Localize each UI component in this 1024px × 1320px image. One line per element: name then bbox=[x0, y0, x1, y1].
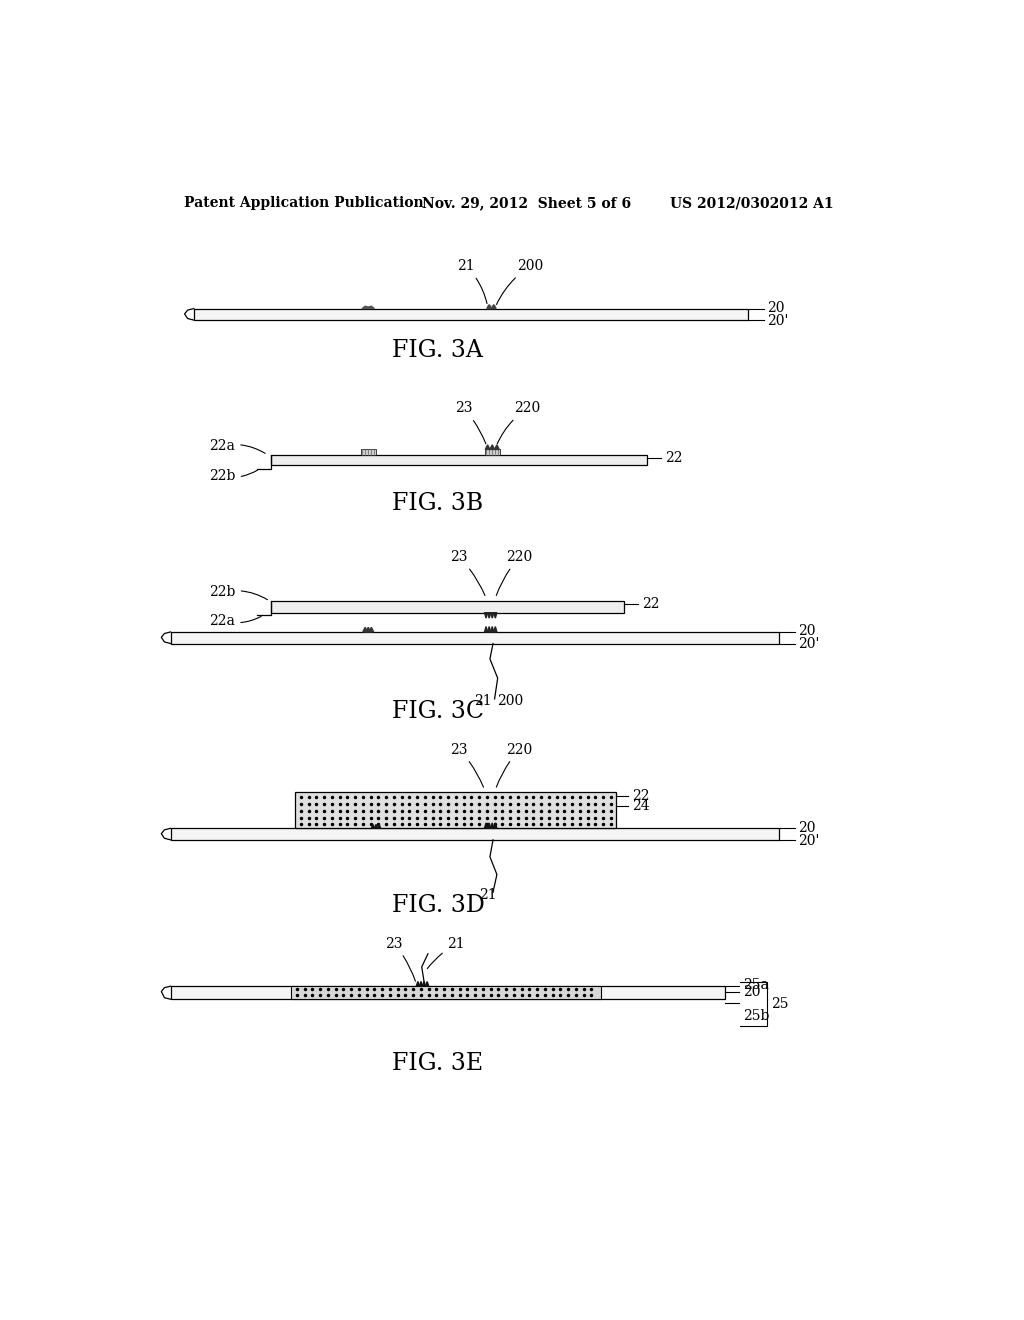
Text: 23: 23 bbox=[451, 743, 483, 787]
Text: 21: 21 bbox=[474, 694, 492, 709]
Bar bbox=[194, 309, 748, 321]
Polygon shape bbox=[494, 822, 497, 829]
Bar bbox=[171, 632, 779, 644]
Text: 20': 20' bbox=[799, 638, 820, 651]
Text: 20: 20 bbox=[799, 624, 816, 638]
Polygon shape bbox=[417, 982, 420, 986]
Bar bbox=[484, 450, 500, 455]
Polygon shape bbox=[369, 627, 374, 632]
Text: 21: 21 bbox=[458, 259, 487, 304]
Polygon shape bbox=[494, 612, 497, 618]
Polygon shape bbox=[495, 445, 500, 449]
Text: 24: 24 bbox=[632, 799, 649, 813]
Text: 20: 20 bbox=[767, 301, 784, 314]
Text: 22a: 22a bbox=[209, 614, 261, 628]
Polygon shape bbox=[487, 822, 490, 829]
Polygon shape bbox=[372, 825, 375, 829]
Bar bbox=[360, 450, 376, 455]
Text: 22b: 22b bbox=[209, 585, 267, 599]
Polygon shape bbox=[420, 982, 423, 986]
Text: Patent Application Publication: Patent Application Publication bbox=[183, 197, 424, 210]
Polygon shape bbox=[490, 612, 494, 618]
Text: 220: 220 bbox=[498, 401, 541, 444]
Text: FIG. 3C: FIG. 3C bbox=[391, 700, 483, 723]
Text: FIG. 3E: FIG. 3E bbox=[391, 1052, 482, 1074]
Polygon shape bbox=[485, 445, 489, 449]
Polygon shape bbox=[375, 825, 378, 829]
Text: 22: 22 bbox=[642, 597, 659, 611]
Polygon shape bbox=[492, 305, 496, 309]
Text: 25b: 25b bbox=[742, 1010, 769, 1023]
Bar bbox=[171, 986, 725, 999]
Bar bbox=[271, 455, 647, 465]
Text: US 2012/0302012 A1: US 2012/0302012 A1 bbox=[671, 197, 835, 210]
Text: 21: 21 bbox=[427, 937, 465, 969]
Text: 220: 220 bbox=[497, 550, 532, 595]
Text: 22a: 22a bbox=[209, 438, 265, 453]
Polygon shape bbox=[484, 612, 487, 618]
Polygon shape bbox=[484, 627, 487, 632]
Polygon shape bbox=[486, 305, 492, 309]
Polygon shape bbox=[489, 445, 495, 449]
Polygon shape bbox=[487, 612, 490, 618]
Text: 22b: 22b bbox=[209, 470, 257, 483]
Text: 200: 200 bbox=[497, 259, 544, 305]
Text: 25a: 25a bbox=[742, 978, 768, 993]
Text: 21: 21 bbox=[479, 888, 497, 903]
Text: 220: 220 bbox=[497, 743, 532, 787]
Bar bbox=[271, 601, 624, 612]
Text: 20: 20 bbox=[799, 821, 816, 834]
Polygon shape bbox=[378, 825, 381, 829]
Text: 20': 20' bbox=[767, 314, 788, 327]
Text: 23: 23 bbox=[455, 401, 485, 444]
Text: 20': 20' bbox=[799, 834, 820, 847]
Polygon shape bbox=[490, 627, 494, 632]
Bar bbox=[295, 792, 616, 829]
Polygon shape bbox=[426, 982, 429, 986]
Polygon shape bbox=[487, 627, 490, 632]
Text: FIG. 3B: FIG. 3B bbox=[391, 492, 482, 515]
Text: FIG. 3D: FIG. 3D bbox=[391, 894, 484, 917]
Text: 23: 23 bbox=[451, 550, 485, 595]
Bar bbox=[171, 829, 779, 840]
Bar bbox=[291, 986, 601, 999]
Polygon shape bbox=[423, 982, 426, 986]
Text: FIG. 3A: FIG. 3A bbox=[391, 339, 482, 363]
Text: 22: 22 bbox=[632, 789, 649, 803]
Polygon shape bbox=[490, 822, 494, 829]
Polygon shape bbox=[366, 627, 371, 632]
Polygon shape bbox=[494, 627, 497, 632]
Text: 25: 25 bbox=[771, 997, 788, 1011]
Polygon shape bbox=[362, 627, 368, 632]
Text: 22: 22 bbox=[665, 451, 683, 465]
Polygon shape bbox=[484, 822, 487, 829]
Text: 20: 20 bbox=[742, 985, 760, 999]
Text: 23: 23 bbox=[385, 937, 416, 981]
Text: Nov. 29, 2012  Sheet 5 of 6: Nov. 29, 2012 Sheet 5 of 6 bbox=[423, 197, 632, 210]
Text: 200: 200 bbox=[497, 694, 523, 709]
Polygon shape bbox=[362, 306, 375, 309]
